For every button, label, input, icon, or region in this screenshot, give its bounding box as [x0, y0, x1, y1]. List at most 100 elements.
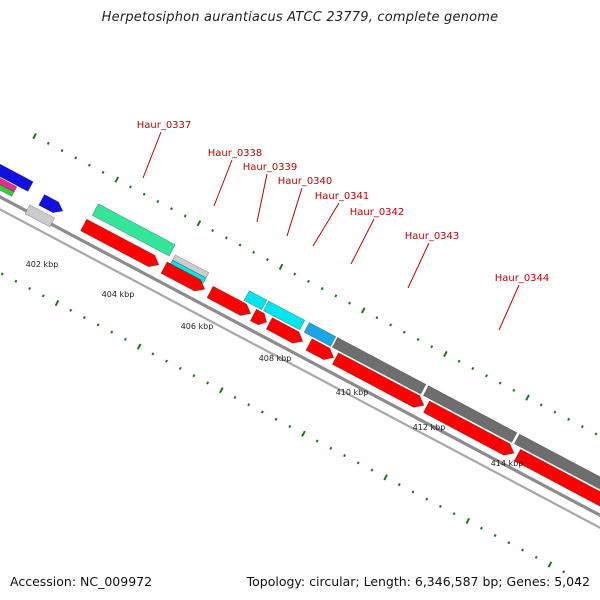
inner-tick [233, 395, 237, 400]
outer-tick [306, 279, 310, 283]
outer-tick [32, 132, 37, 140]
outer-tick [553, 410, 557, 414]
inner-tick [136, 343, 142, 350]
outer-tick [443, 350, 448, 358]
outer-tick [430, 345, 434, 349]
inner-tick [247, 403, 251, 407]
gene-haur-0340 [263, 300, 306, 331]
gene-label-leader [407, 242, 430, 289]
cds-haur-0343 [422, 400, 515, 456]
outer-tick [101, 170, 105, 174]
inner-tick [54, 299, 60, 307]
inner-tick [343, 454, 347, 458]
feature-partial-blue [0, 163, 34, 192]
scale-label: 412 kbp [413, 423, 446, 432]
inner-tick [465, 517, 471, 525]
feature-partial-pink [0, 177, 18, 193]
feature-partial-green [0, 184, 15, 197]
outer-tick-ring [32, 132, 598, 436]
outer-tick [539, 403, 543, 407]
gene-haur-0341 [303, 322, 337, 347]
cds-haur-0344 [513, 448, 600, 507]
inner-tick [547, 561, 553, 568]
accession-text: Accession: NC_009972 [10, 574, 153, 589]
scale-label: 406 kbp [181, 322, 214, 331]
inner-tick [178, 366, 182, 370]
inner-tick [28, 286, 32, 291]
backbone-line [0, 195, 600, 518]
inner-tick [274, 417, 278, 421]
inner-tick [534, 555, 538, 559]
backbone-line [0, 208, 600, 529]
inner-tick [438, 504, 442, 508]
map-title: Herpetosiphon aurantiacus ATCC 23779, co… [101, 10, 499, 25]
inner-tick [123, 337, 127, 341]
inner-tick [452, 512, 456, 516]
cds-haur-0339b [249, 308, 267, 326]
gene-label-leader [286, 187, 303, 237]
gene-label: Haur_0338 [208, 148, 263, 159]
gene-haur-0342 [331, 337, 427, 395]
outer-tick [567, 417, 571, 421]
gene-label: Haur_0340 [278, 176, 333, 187]
outer-tick [74, 156, 78, 160]
inner-tick [493, 533, 497, 538]
gene-label-leader [312, 202, 340, 247]
scale-label: 404 kbp [102, 290, 135, 299]
feature-blue [38, 194, 64, 213]
outer-tick [60, 149, 64, 153]
inner-tick [219, 387, 224, 394]
inner-tick [110, 330, 114, 334]
gene-label: Haur_0343 [405, 231, 460, 242]
inner-tick [479, 526, 483, 530]
scale-labels: 402 kbp 404 kbp 406 kbp 408 kbp 410 kbp 412 k… [26, 260, 524, 468]
outer-tick [580, 425, 584, 429]
inner-tick [151, 352, 155, 356]
inner-tick [260, 410, 264, 414]
inner-tick [575, 577, 579, 581]
genome-summary-text: Topology: circular; Length: 6,346,587 bp… [246, 574, 590, 589]
cds-haur-0339 [206, 285, 252, 316]
cds-haur-0341 [305, 338, 335, 360]
outer-tick [170, 207, 174, 211]
gene-haur-0343 [422, 385, 518, 443]
outer-tick [211, 228, 215, 233]
gene-haur-0339 [243, 290, 268, 311]
gene-label: Haur_0342 [350, 207, 405, 218]
inner-tick [14, 279, 18, 283]
inner-tick [165, 359, 168, 363]
inner-tick [96, 323, 100, 327]
inner-tick [301, 430, 306, 437]
gene-features [0, 163, 600, 507]
outer-tick [252, 250, 256, 254]
inner-tick [507, 541, 511, 545]
inner-tick [329, 446, 333, 450]
scale-label: 410 kbp [336, 388, 369, 397]
gene-label: Haur_0339 [243, 162, 298, 173]
outer-tick [375, 316, 379, 320]
outer-tick [293, 272, 297, 276]
gene-labels: Haur_0337 Haur_0338 Haur_0339 Haur_0340 Haur… [137, 120, 549, 331]
outer-tick [457, 359, 461, 363]
outer-tick [402, 330, 406, 334]
outer-tick [485, 374, 488, 378]
inner-tick [562, 570, 566, 574]
outer-tick [142, 192, 146, 196]
gene-haur-0337 [91, 203, 176, 257]
scale-label: 402 kbp [26, 260, 59, 269]
inner-tick [41, 294, 45, 298]
inner-tick [411, 490, 415, 494]
cds-haur-0337 [80, 218, 160, 268]
gene-label: Haur_0341 [315, 191, 370, 202]
outer-tick [594, 432, 598, 436]
gene-haur-0344 [513, 433, 600, 490]
outer-tick [278, 263, 284, 270]
outer-tick [320, 287, 324, 291]
gene-label-leader [213, 159, 233, 207]
inner-tick [288, 424, 292, 429]
outer-tick [265, 258, 269, 262]
inner-tick [370, 468, 374, 472]
cds-haur-0340 [265, 317, 304, 344]
cds-haur-0342 [331, 352, 425, 408]
